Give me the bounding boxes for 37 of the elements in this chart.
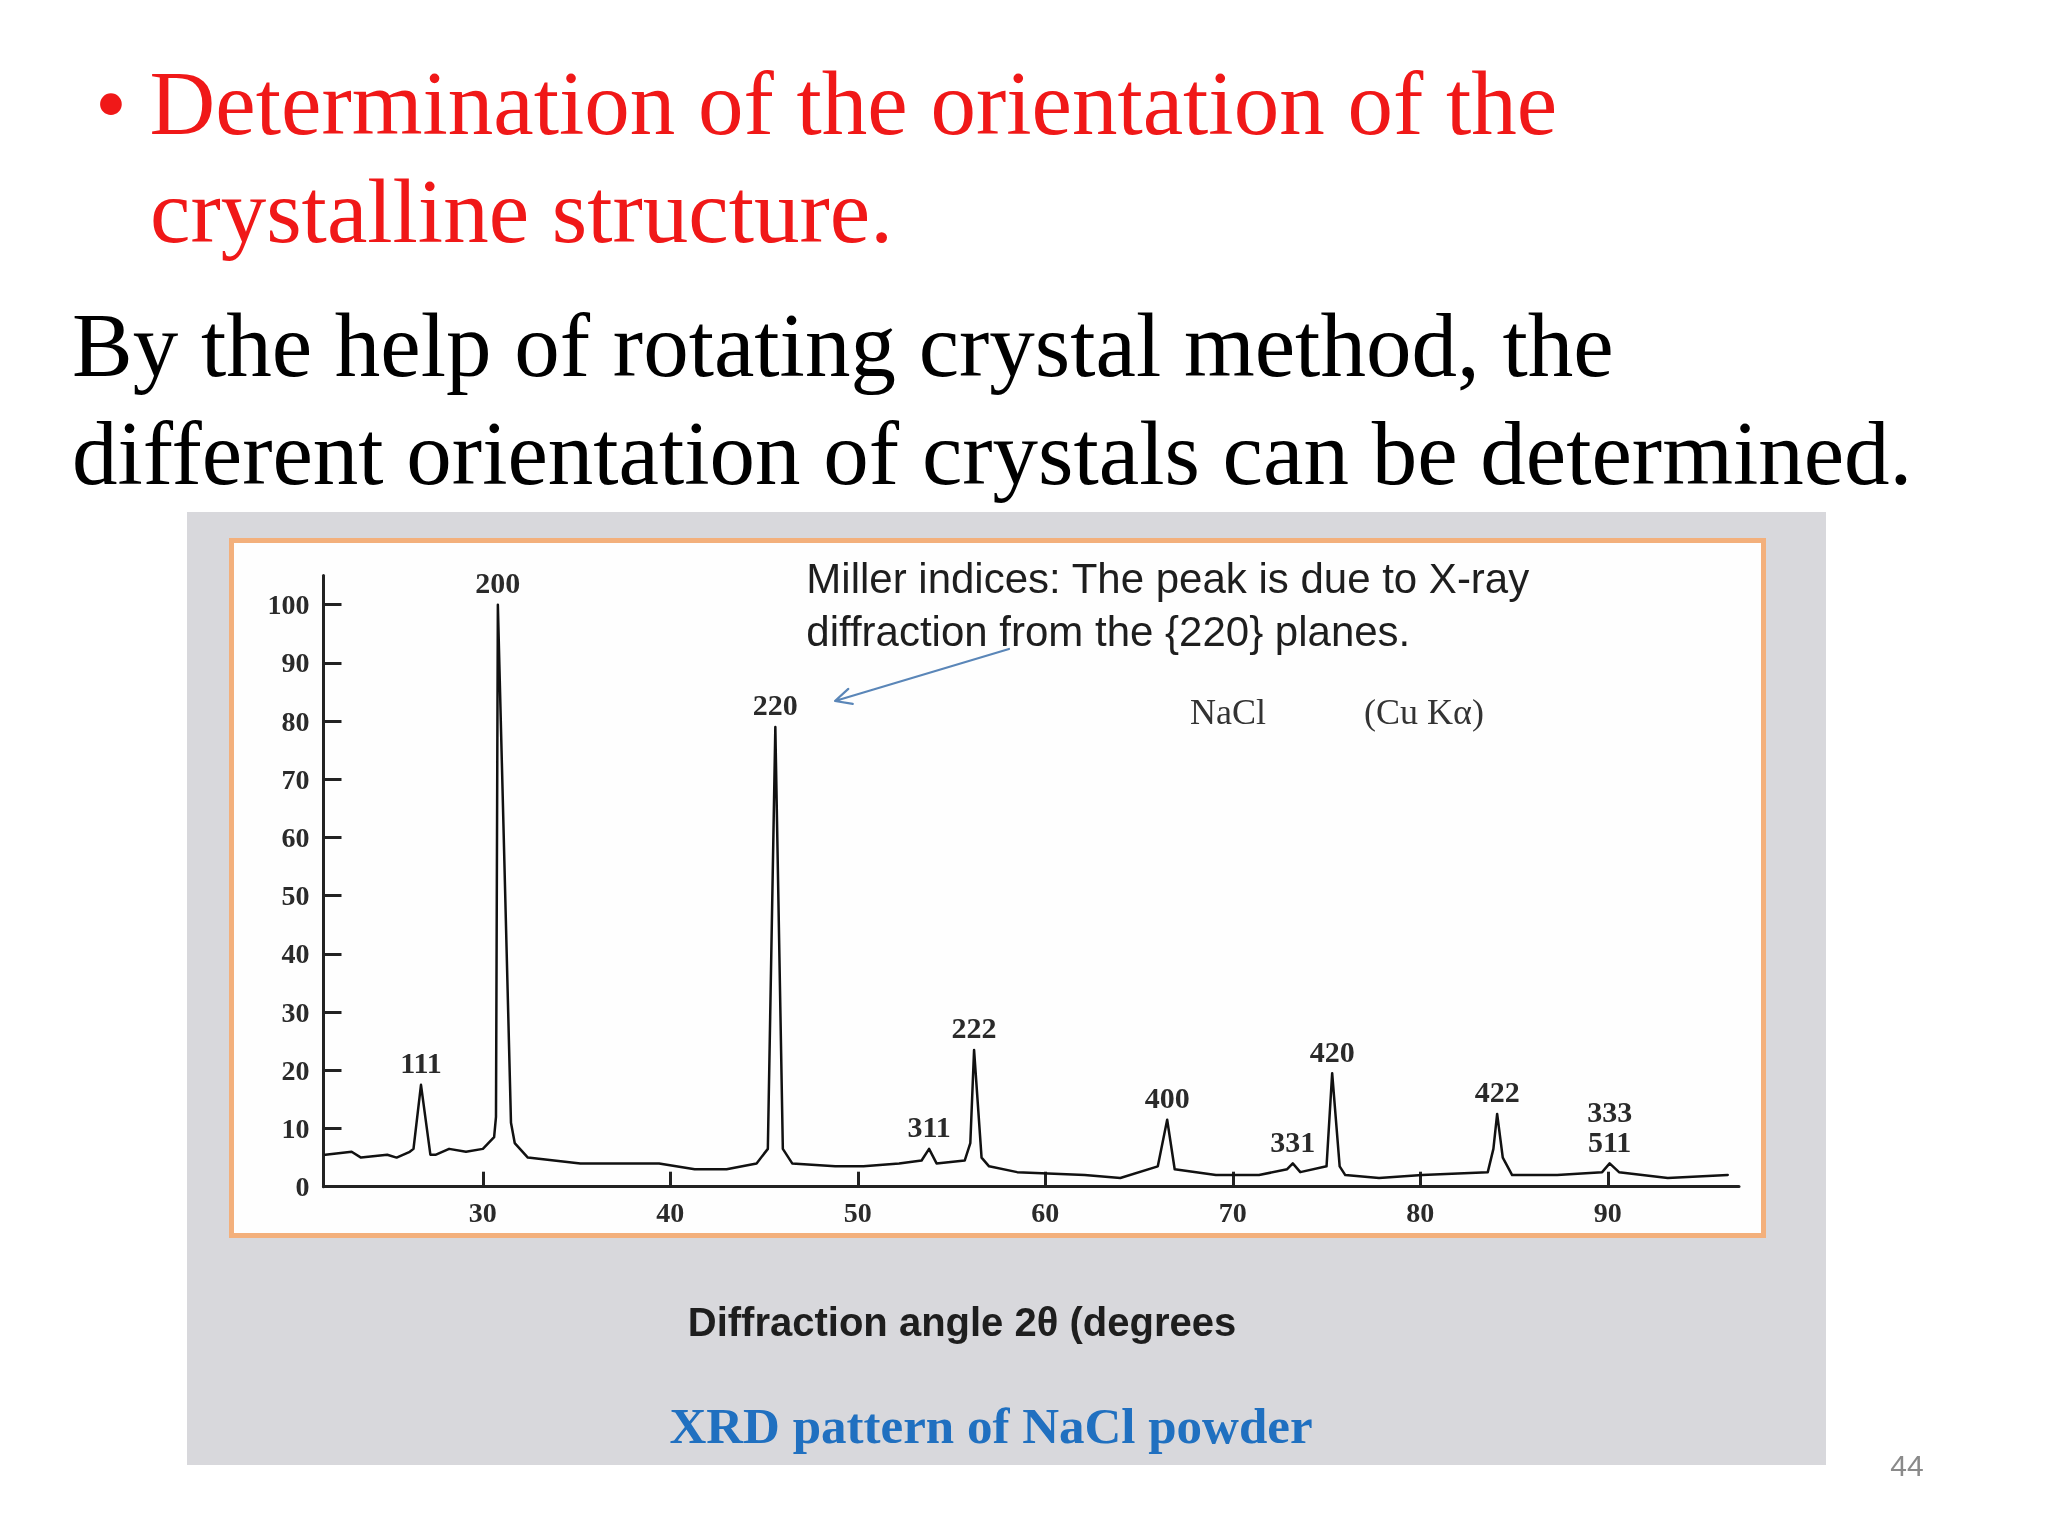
y-tick-label: 10 [281,1113,310,1144]
y-tick-label: 80 [281,705,310,737]
x-tick-label: 80 [1406,1197,1435,1229]
y-tick-label: 60 [281,822,310,853]
text: 44 [1890,1448,1924,1482]
annotation: 220 [752,688,798,722]
y-tick-label: 70 [281,763,310,795]
y-tick-label: 0 [295,1171,310,1203]
y-tick-label: 30 [281,996,310,1028]
x-axis-title: Diffraction angle 2θ (degrees [687,1300,1237,1344]
annotation: 333 511 [1587,1094,1633,1158]
x-tick-label: 30 [468,1197,497,1229]
x-tick-label: 40 [656,1197,685,1229]
line-series [324,603,1729,1180]
annotation: 420 [1309,1034,1355,1068]
chart-subtitle: By the help of rotating crystal method, the different orientation of crystals can be determined. [72,294,1914,506]
x-tick-label: 70 [1218,1197,1247,1229]
y-tick-label: 20 [281,1054,310,1086]
annotation: 331 [1270,1124,1316,1158]
annotation: 200 [475,566,521,600]
y-tick-label: 40 [281,938,310,970]
text: XRD pattern of NaCl powder [669,1398,1313,1454]
y-tick-label: 100 [267,589,310,621]
y-tick-label: 50 [281,880,310,912]
x-tick-label: 90 [1593,1197,1622,1229]
annotation: 311 [907,1110,951,1144]
x-tick-label: 50 [843,1197,872,1229]
chart-title: • Determination of the orientation of the crystalline structure. [94,52,1559,264]
annotation: 222 [951,1011,997,1045]
annotation: (Cu Kα) [1364,692,1484,732]
annotation: 111 [400,1046,442,1080]
annotation: 400 [1144,1081,1190,1115]
annotation: NaCl [1190,692,1266,732]
annotation: 422 [1474,1075,1520,1109]
y-tick-label: 90 [281,647,310,679]
x-tick-label: 60 [1031,1197,1060,1229]
annotation: Miller indices: The peak is due to X-ray diffraction from the {220} planes. [806,555,1541,656]
